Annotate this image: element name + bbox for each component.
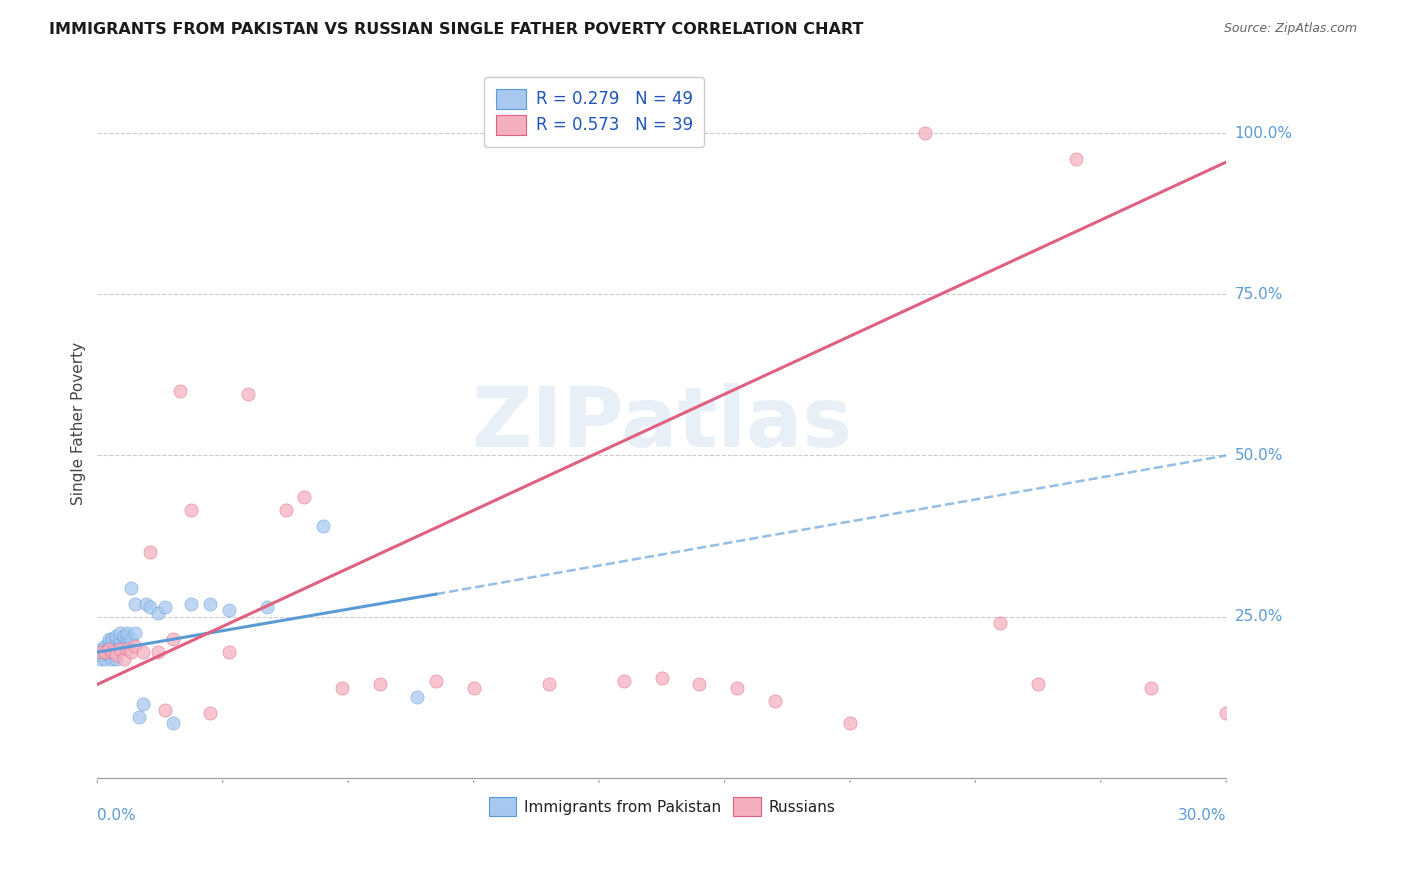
Point — [124, 639, 146, 653]
Point — [763, 693, 786, 707]
Point — [105, 651, 128, 665]
Point — [406, 690, 429, 705]
Point — [236, 387, 259, 401]
Point — [312, 519, 335, 533]
Point — [94, 639, 117, 653]
Point — [112, 651, 135, 665]
Text: 0.0%: 0.0% — [97, 808, 136, 823]
Point — [139, 545, 162, 559]
Point — [218, 645, 240, 659]
Text: 75.0%: 75.0% — [1234, 286, 1282, 301]
Point — [101, 645, 124, 659]
Point — [101, 635, 124, 649]
Point — [90, 642, 112, 657]
Point — [112, 629, 135, 643]
Point — [97, 642, 120, 657]
Point — [1026, 677, 1049, 691]
Point — [101, 632, 124, 647]
Point — [162, 716, 184, 731]
Point — [108, 632, 131, 647]
Text: 50.0%: 50.0% — [1234, 448, 1282, 463]
Point — [153, 703, 176, 717]
Point — [108, 635, 131, 649]
Point — [139, 600, 162, 615]
Point — [146, 645, 169, 659]
Point — [117, 625, 139, 640]
Point — [1140, 681, 1163, 695]
Point — [124, 597, 146, 611]
Point — [97, 632, 120, 647]
Point — [120, 632, 142, 647]
Text: Source: ZipAtlas.com: Source: ZipAtlas.com — [1223, 22, 1357, 36]
Point — [105, 639, 128, 653]
Point — [200, 706, 222, 721]
Point — [368, 677, 391, 691]
Point — [94, 645, 117, 659]
Point — [131, 645, 153, 659]
Point — [117, 635, 139, 649]
Point — [120, 645, 142, 659]
Point — [108, 642, 131, 657]
Y-axis label: Single Father Poverty: Single Father Poverty — [72, 342, 86, 505]
Point — [153, 600, 176, 615]
Point — [330, 681, 353, 695]
Point — [90, 651, 112, 665]
Point — [97, 642, 120, 657]
Point — [274, 503, 297, 517]
Point — [725, 681, 748, 695]
Point — [256, 600, 278, 615]
Point — [425, 674, 447, 689]
Legend: Immigrants from Pakistan, Russians: Immigrants from Pakistan, Russians — [481, 789, 842, 823]
Point — [169, 384, 191, 398]
Point — [90, 645, 112, 659]
Point — [1064, 152, 1087, 166]
Point — [112, 639, 135, 653]
Text: 25.0%: 25.0% — [1234, 609, 1282, 624]
Point — [463, 681, 485, 695]
Point — [124, 625, 146, 640]
Point — [688, 677, 710, 691]
Point — [990, 616, 1012, 631]
Point — [651, 671, 673, 685]
Text: ZIPatlas: ZIPatlas — [471, 383, 852, 464]
Point — [117, 642, 139, 657]
Point — [128, 709, 150, 723]
Point — [101, 651, 124, 665]
Point — [200, 597, 222, 611]
Point — [180, 503, 202, 517]
Point — [90, 648, 112, 663]
Point — [1215, 706, 1237, 721]
Point — [180, 597, 202, 611]
Text: 100.0%: 100.0% — [1234, 126, 1292, 141]
Point — [94, 645, 117, 659]
Point — [537, 677, 560, 691]
Point — [97, 648, 120, 663]
Point — [101, 645, 124, 659]
Point — [105, 648, 128, 663]
Point — [117, 629, 139, 643]
Point — [146, 607, 169, 621]
Point — [101, 642, 124, 657]
Point — [94, 651, 117, 665]
Point — [914, 126, 936, 140]
Point — [105, 632, 128, 647]
Point — [105, 645, 128, 659]
Point — [120, 581, 142, 595]
Point — [839, 716, 862, 731]
Point — [90, 645, 112, 659]
Point — [108, 625, 131, 640]
Point — [108, 642, 131, 657]
Point — [105, 629, 128, 643]
Point — [613, 674, 636, 689]
Point — [131, 697, 153, 711]
Text: 30.0%: 30.0% — [1178, 808, 1226, 823]
Point — [105, 642, 128, 657]
Point — [112, 632, 135, 647]
Point — [97, 635, 120, 649]
Point — [292, 491, 315, 505]
Point — [162, 632, 184, 647]
Point — [135, 597, 157, 611]
Text: IMMIGRANTS FROM PAKISTAN VS RUSSIAN SINGLE FATHER POVERTY CORRELATION CHART: IMMIGRANTS FROM PAKISTAN VS RUSSIAN SING… — [49, 22, 863, 37]
Point — [218, 603, 240, 617]
